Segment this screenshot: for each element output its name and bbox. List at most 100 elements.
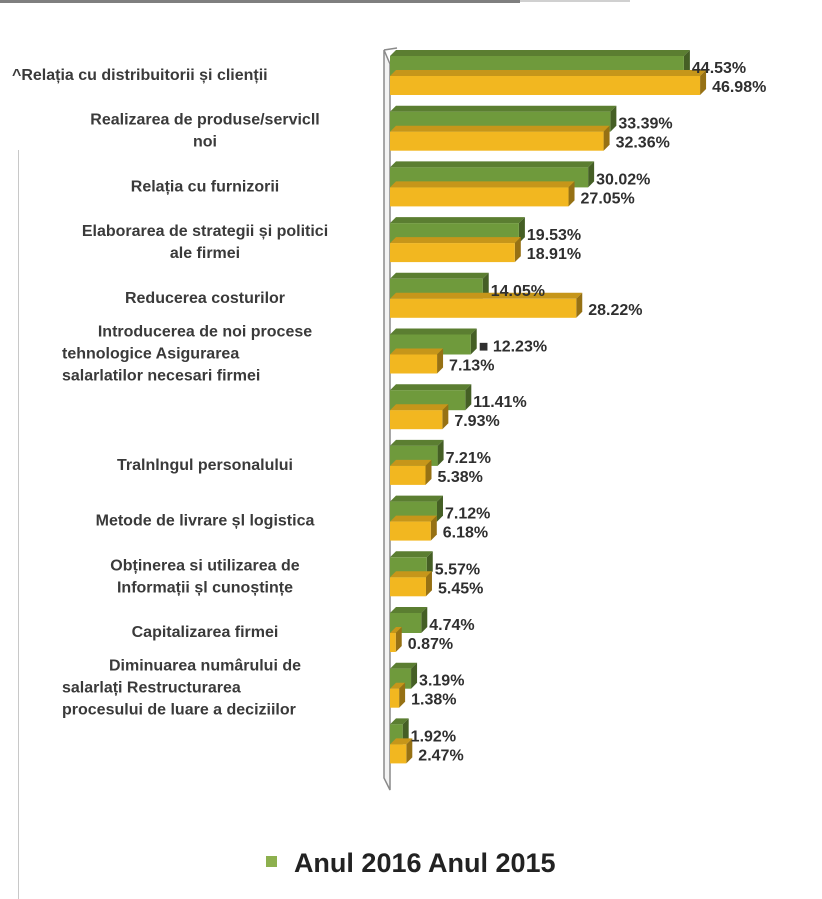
category-label: Relația cu furnizorii: [131, 178, 279, 195]
data-label: 3.19%: [419, 673, 464, 690]
data-label: 27.05%: [581, 190, 635, 207]
bar-2016-side: [426, 551, 433, 578]
bar-2016-side: [610, 105, 617, 132]
category-labels-layer: ^Relația cu distribuitorii și clienții Re…: [12, 67, 328, 719]
axis-top: [383, 47, 398, 51]
legend-label-2015: Anul 2015: [428, 848, 556, 878]
data-label: 7.21%: [446, 450, 491, 467]
bar-2016: [390, 607, 428, 633]
bar-2015-side: [395, 627, 402, 652]
category-label: Realizarea de produse/servicll: [90, 112, 319, 129]
legend-marker-icon: [266, 856, 278, 868]
category-label: Tralnlngul personalului: [117, 457, 293, 474]
bar-2015: [390, 571, 432, 597]
bar-2015-front: [390, 187, 569, 207]
category-label: Introducerea de noi procese: [98, 324, 312, 341]
bar-2015-top: [390, 237, 521, 244]
category-label: noi: [193, 134, 217, 151]
bar-2016-side: [518, 217, 525, 244]
bar-2016-top: [390, 161, 595, 168]
bar-2016-top: [390, 105, 617, 112]
bar-2015-top: [390, 181, 575, 188]
bar-2016: [390, 328, 477, 355]
bar-2015-top: [390, 682, 406, 689]
bar-2016-side: [470, 328, 477, 355]
category-label: salarlatilor necesari firmei: [62, 368, 260, 385]
bar-2016-side: [421, 607, 428, 633]
data-label: 11.41%: [473, 394, 526, 411]
labels-layer: 44.53% 46.98% 33.39% 32.36% 30.02% 27.05% 19.5…: [408, 60, 767, 764]
data-label: 1.38%: [411, 692, 456, 709]
bar-2015-side: [406, 738, 413, 764]
bar-2016-top: [390, 718, 409, 725]
bar-2016-top: [390, 607, 428, 613]
bar-2015-top: [390, 348, 444, 355]
bar-2015-front: [390, 521, 431, 541]
data-label: 4.74%: [429, 617, 474, 634]
data-label: 19.53%: [527, 227, 581, 244]
bar-2015-side: [576, 292, 583, 318]
bar-2016-side: [465, 384, 472, 411]
bar-2015-top: [390, 571, 432, 578]
bar-2015: [390, 404, 449, 430]
data-label: 1.92%: [411, 728, 456, 745]
category-label: Diminuarea numârului de: [109, 658, 301, 675]
category-label: Informații șl cunoștințe: [117, 579, 293, 596]
bar-2016-top: [390, 217, 525, 224]
bar-2016-side: [437, 439, 444, 466]
bar-2015-top: [390, 404, 449, 411]
axis-wall: [383, 49, 391, 791]
data-label: 7.93%: [454, 413, 499, 430]
bar-2015-top: [390, 459, 432, 466]
bar-2015-front: [390, 577, 426, 597]
bar-2016-top: [390, 50, 690, 56]
data-label: 0.87%: [408, 636, 453, 653]
bar-2015: [390, 125, 610, 151]
bar-2015: [390, 237, 521, 263]
bar-2016-top: [390, 439, 444, 446]
bar-2016-top: [390, 328, 477, 335]
bar-chart: 44.53% 46.98% 33.39% 32.36% 30.02% 27.05% 19.5…: [12, 47, 767, 791]
bar-2015: [390, 181, 575, 207]
bar-2016-top: [390, 495, 443, 502]
data-label: 32.36%: [616, 135, 670, 152]
left-border: [18, 150, 19, 899]
data-label: 7.13%: [449, 358, 494, 375]
bar-2015: [390, 738, 413, 764]
bar-2016-top: [390, 272, 489, 279]
bar-2015-front: [390, 744, 407, 764]
data-label: 5.57%: [435, 561, 480, 578]
data-label: 7.12%: [445, 506, 490, 523]
bar-2015: [390, 682, 406, 708]
top-border-faint: [520, 0, 630, 2]
bar-2015-top: [390, 627, 402, 633]
data-label: 28.22%: [588, 302, 642, 319]
category-label: tehnologice Asigurarea: [62, 346, 239, 363]
bar-2015-side: [425, 459, 432, 485]
bar-2015-side: [514, 237, 521, 263]
bar-2015-front: [390, 465, 426, 485]
bar-2016-side: [402, 718, 409, 745]
bar-2015-front: [390, 354, 438, 374]
bar-2015-front: [390, 688, 400, 708]
data-label: 5.45%: [438, 580, 483, 597]
bar-2016-side: [683, 50, 690, 76]
bar-2015-top: [390, 515, 437, 522]
bar-2015-top: [390, 738, 413, 745]
category-label: Reducerea costurilor: [125, 290, 285, 307]
bars-layer: [390, 50, 707, 764]
bar-2015-side: [700, 70, 707, 95]
data-label: ■ 12.23%: [479, 339, 547, 356]
bar-2015-front: [390, 76, 701, 95]
legend-label-2016: Anul 2016: [293, 848, 422, 878]
bar-2015-front: [390, 243, 515, 263]
legend: Anul 2016 Anul 2015: [0, 848, 822, 879]
bar-2015-top: [390, 125, 610, 132]
bar-2015: [390, 515, 437, 541]
bar-2015-side: [425, 571, 432, 597]
bar-2015-side: [568, 181, 575, 207]
bar-2015-top: [390, 292, 583, 299]
bar-2016-side: [411, 662, 418, 689]
category-label: ale firmei: [170, 245, 240, 262]
bar-2015: [390, 70, 707, 95]
